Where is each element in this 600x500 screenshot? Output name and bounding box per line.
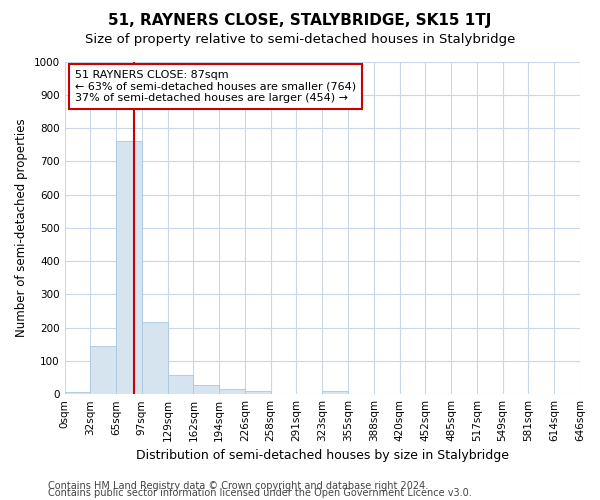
Bar xyxy=(219,389,245,394)
Text: Contains HM Land Registry data © Crown copyright and database right 2024.: Contains HM Land Registry data © Crown c… xyxy=(48,481,428,491)
Bar xyxy=(322,391,348,394)
Text: 51, RAYNERS CLOSE, STALYBRIDGE, SK15 1TJ: 51, RAYNERS CLOSE, STALYBRIDGE, SK15 1TJ xyxy=(109,12,491,28)
Bar xyxy=(142,322,167,394)
Bar xyxy=(193,385,219,394)
Bar xyxy=(91,346,116,394)
Text: Contains public sector information licensed under the Open Government Licence v3: Contains public sector information licen… xyxy=(48,488,472,498)
Y-axis label: Number of semi-detached properties: Number of semi-detached properties xyxy=(15,118,28,337)
Text: 51 RAYNERS CLOSE: 87sqm
← 63% of semi-detached houses are smaller (764)
37% of s: 51 RAYNERS CLOSE: 87sqm ← 63% of semi-de… xyxy=(75,70,356,103)
X-axis label: Distribution of semi-detached houses by size in Stalybridge: Distribution of semi-detached houses by … xyxy=(136,450,509,462)
Bar xyxy=(167,375,193,394)
Bar xyxy=(65,392,91,394)
Text: Size of property relative to semi-detached houses in Stalybridge: Size of property relative to semi-detach… xyxy=(85,32,515,46)
Bar xyxy=(116,140,142,394)
Bar xyxy=(245,391,271,394)
